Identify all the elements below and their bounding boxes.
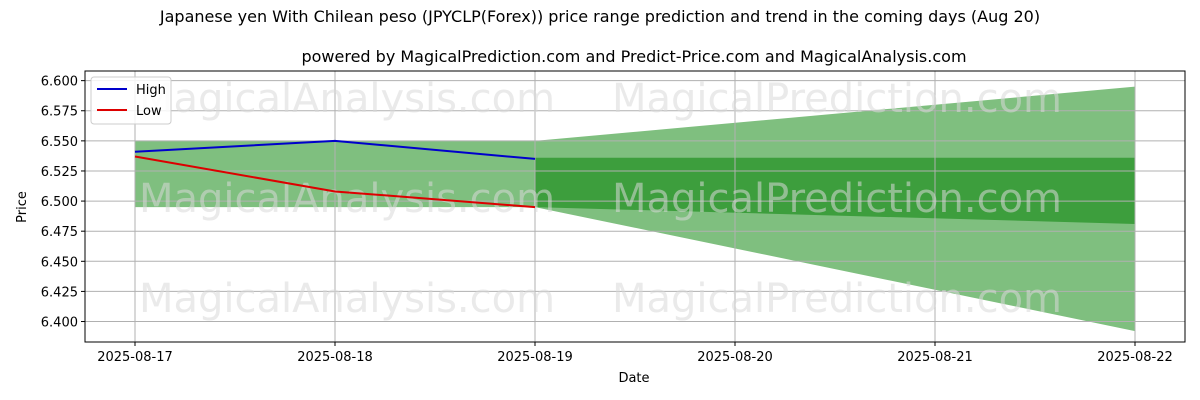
y-tick-label: 6.600 xyxy=(41,75,78,90)
watermark-analysis-top: MagicalAnalysis.com xyxy=(139,76,555,122)
watermarks: MagicalAnalysis.com MagicalPrediction.co… xyxy=(139,76,1062,322)
y-tick-label: 6.475 xyxy=(41,225,78,240)
y-tick-label: 6.400 xyxy=(41,316,78,331)
legend-label-high: High xyxy=(136,83,166,98)
watermark-analysis-bottom: MagicalAnalysis.com xyxy=(139,276,555,322)
series-line-high xyxy=(134,139,536,160)
x-axis-label: Date xyxy=(618,371,649,386)
y-tick-label: 6.450 xyxy=(41,255,78,270)
y-axis-ticks: 6.400 6.425 6.450 6.475 6.500 6.525 6.550 6.575… xyxy=(41,75,85,331)
legend-label-low: Low xyxy=(136,104,162,119)
chart-title: Japanese yen With Chilean peso (JPYCLP(F… xyxy=(159,7,1040,26)
watermark-prediction-top: MagicalPrediction.com xyxy=(612,76,1062,122)
y-tick-label: 6.500 xyxy=(41,195,78,210)
plot-frame xyxy=(84,70,1186,343)
legend: High Low xyxy=(90,76,172,125)
x-tick-label: 2025-08-17 xyxy=(97,350,173,365)
prediction-band-2 xyxy=(535,157,1135,224)
y-tick-label: 6.550 xyxy=(41,135,78,150)
watermark-prediction-bottom: MagicalPrediction.com xyxy=(612,276,1062,322)
y-axis-label: Price xyxy=(15,191,30,223)
series-lines xyxy=(134,139,536,209)
x-tick-label: 2025-08-19 xyxy=(497,350,573,365)
grid-lines xyxy=(85,71,1185,342)
y-tick-label: 6.425 xyxy=(41,285,78,300)
watermark-analysis-mid: MagicalAnalysis.com xyxy=(139,176,555,222)
y-tick-label: 6.575 xyxy=(41,105,78,120)
x-tick-label: 2025-08-18 xyxy=(297,350,373,365)
y-tick-label: 6.525 xyxy=(41,165,78,180)
x-axis-ticks: 2025-08-17 2025-08-18 2025-08-19 2025-08-20… xyxy=(97,342,1173,365)
x-tick-label: 2025-08-22 xyxy=(1097,350,1173,365)
plot-area: MagicalAnalysis.com MagicalPrediction.co… xyxy=(84,70,1186,343)
x-tick-label: 2025-08-20 xyxy=(697,350,773,365)
watermark-prediction-mid: MagicalPrediction.com xyxy=(612,176,1062,222)
chart-subtitle: powered by MagicalPrediction.com and Pre… xyxy=(301,47,966,66)
series-line-low xyxy=(134,155,536,209)
x-tick-label: 2025-08-21 xyxy=(897,350,973,365)
